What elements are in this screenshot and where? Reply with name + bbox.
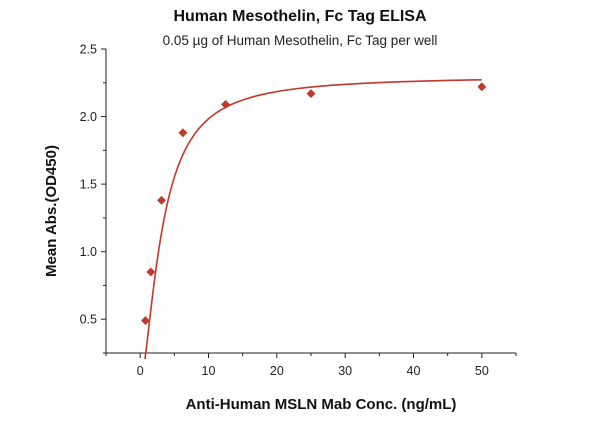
x-tick-label: 10 xyxy=(202,364,216,378)
y-tick-label: 0.5 xyxy=(80,313,97,327)
y-tick-label: 1.5 xyxy=(80,178,97,192)
data-point xyxy=(306,89,316,99)
y-tick-label: 1.0 xyxy=(80,245,97,259)
x-tick-label: 50 xyxy=(475,364,489,378)
data-point xyxy=(140,316,151,326)
data-point xyxy=(221,99,231,109)
fit-curve xyxy=(144,78,482,360)
data-point xyxy=(157,195,167,205)
x-tick-label: 20 xyxy=(270,364,284,378)
y-tick-label: 2.0 xyxy=(80,110,97,124)
x-tick-label: 40 xyxy=(407,364,421,378)
data-point xyxy=(146,267,156,277)
data-point xyxy=(178,128,188,138)
data-point xyxy=(477,82,487,92)
chart-title: Human Mesothelin, Fc Tag ELISA xyxy=(173,8,427,25)
y-tick-label: 2.5 xyxy=(80,43,97,57)
x-axis-title: Anti-Human MSLN Mab Conc. (ng/mL) xyxy=(186,396,457,413)
x-tick-label: 30 xyxy=(338,364,352,378)
y-axis-title: Mean Abs.(OD450) xyxy=(43,145,60,277)
x-tick-label: 0 xyxy=(137,364,144,378)
chart-subtitle: 0.05 µg of Human Mesothelin, Fc Tag per … xyxy=(162,33,438,48)
